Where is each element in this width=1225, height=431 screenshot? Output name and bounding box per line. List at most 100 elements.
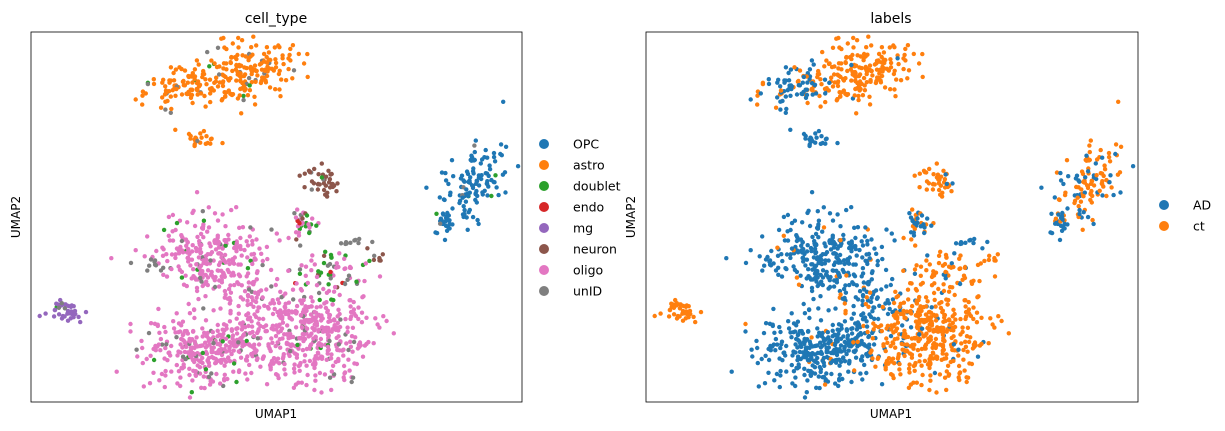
cell-point — [866, 34, 871, 39]
cell-point — [1058, 223, 1064, 228]
cell-point — [979, 341, 984, 347]
cell-point — [491, 150, 497, 156]
cell-point — [974, 320, 980, 325]
cell-point — [754, 338, 759, 344]
cell-point — [443, 170, 448, 176]
cell-point — [671, 312, 677, 317]
cell-point — [364, 341, 369, 347]
cell-point — [250, 261, 255, 267]
cell-point — [315, 187, 321, 192]
cell-point — [830, 45, 836, 50]
cell-point — [949, 265, 954, 270]
cell-point — [845, 41, 850, 46]
cell-point — [215, 218, 221, 223]
cell-point — [281, 61, 286, 67]
cell-point — [767, 262, 773, 267]
cell-point — [266, 342, 271, 347]
cell-point — [258, 288, 264, 293]
cell-point — [304, 213, 310, 218]
cell-point — [809, 58, 815, 63]
cell-point — [926, 181, 932, 186]
cell-point — [835, 339, 840, 344]
cell-point — [327, 185, 333, 190]
cell-point — [781, 233, 786, 238]
cell-point — [230, 68, 235, 74]
cell-point — [192, 143, 197, 149]
cell-point — [918, 273, 923, 278]
cell-point — [932, 297, 937, 303]
cell-point — [794, 275, 800, 280]
cell-point — [226, 269, 232, 275]
cell-point — [811, 296, 816, 302]
cell-point — [224, 323, 229, 328]
cell-point — [326, 282, 331, 287]
cell-point — [216, 239, 221, 245]
cell-point — [223, 224, 228, 229]
cell-point — [898, 311, 903, 317]
cell-point — [341, 363, 347, 369]
cell-point — [354, 361, 360, 367]
cell-point — [246, 75, 252, 81]
cell-point — [1085, 214, 1091, 220]
cell-point — [789, 335, 794, 340]
cell-point — [830, 358, 836, 363]
cell-point — [185, 80, 190, 85]
cell-point — [174, 311, 179, 316]
cell-point — [810, 234, 815, 240]
cell-point — [232, 282, 237, 288]
cell-point — [870, 336, 875, 341]
cell-point — [801, 256, 806, 262]
cell-point — [215, 328, 220, 333]
cell-point — [180, 337, 185, 342]
cell-point — [313, 315, 319, 320]
cell-point — [824, 86, 829, 91]
cell-point — [887, 306, 892, 312]
cell-point — [320, 329, 326, 334]
cell-point — [748, 97, 753, 102]
cell-point — [207, 77, 213, 82]
cell-point — [190, 80, 195, 85]
cell-point — [245, 354, 250, 359]
cell-point — [1088, 181, 1094, 186]
cell-point — [371, 257, 377, 263]
cell-point — [305, 372, 310, 378]
cell-point — [945, 363, 951, 368]
cell-point — [351, 299, 356, 305]
cell-point — [173, 255, 178, 261]
plot-frame — [645, 31, 1139, 403]
cell-point — [819, 134, 824, 139]
cell-point — [249, 370, 254, 376]
cell-point — [755, 345, 760, 351]
cell-point — [184, 344, 189, 349]
cell-point — [208, 141, 213, 146]
cell-point — [179, 275, 185, 280]
cell-point — [216, 245, 222, 250]
cell-point — [65, 318, 71, 323]
cell-point — [892, 361, 897, 366]
cell-point — [860, 271, 866, 276]
cell-point — [950, 320, 955, 326]
cell-point — [941, 347, 946, 352]
cell-point — [808, 245, 814, 251]
cell-point — [291, 68, 297, 73]
cell-point — [777, 356, 782, 361]
cell-point — [216, 284, 222, 289]
cell-point — [169, 343, 174, 349]
cell-point — [191, 274, 196, 279]
cell-point — [788, 93, 793, 99]
cell-point — [823, 258, 828, 263]
cell-point — [805, 210, 810, 216]
cell-point — [820, 282, 825, 288]
cell-point — [894, 77, 899, 82]
cell-point — [830, 218, 836, 223]
cell-point — [260, 75, 265, 80]
cell-point — [302, 320, 307, 326]
cell-point — [460, 195, 465, 200]
cell-point — [839, 323, 844, 328]
cell-point — [188, 136, 193, 141]
cell-point — [779, 342, 784, 347]
cell-point — [203, 104, 208, 109]
cell-point — [173, 252, 178, 257]
cell-point — [942, 312, 947, 318]
